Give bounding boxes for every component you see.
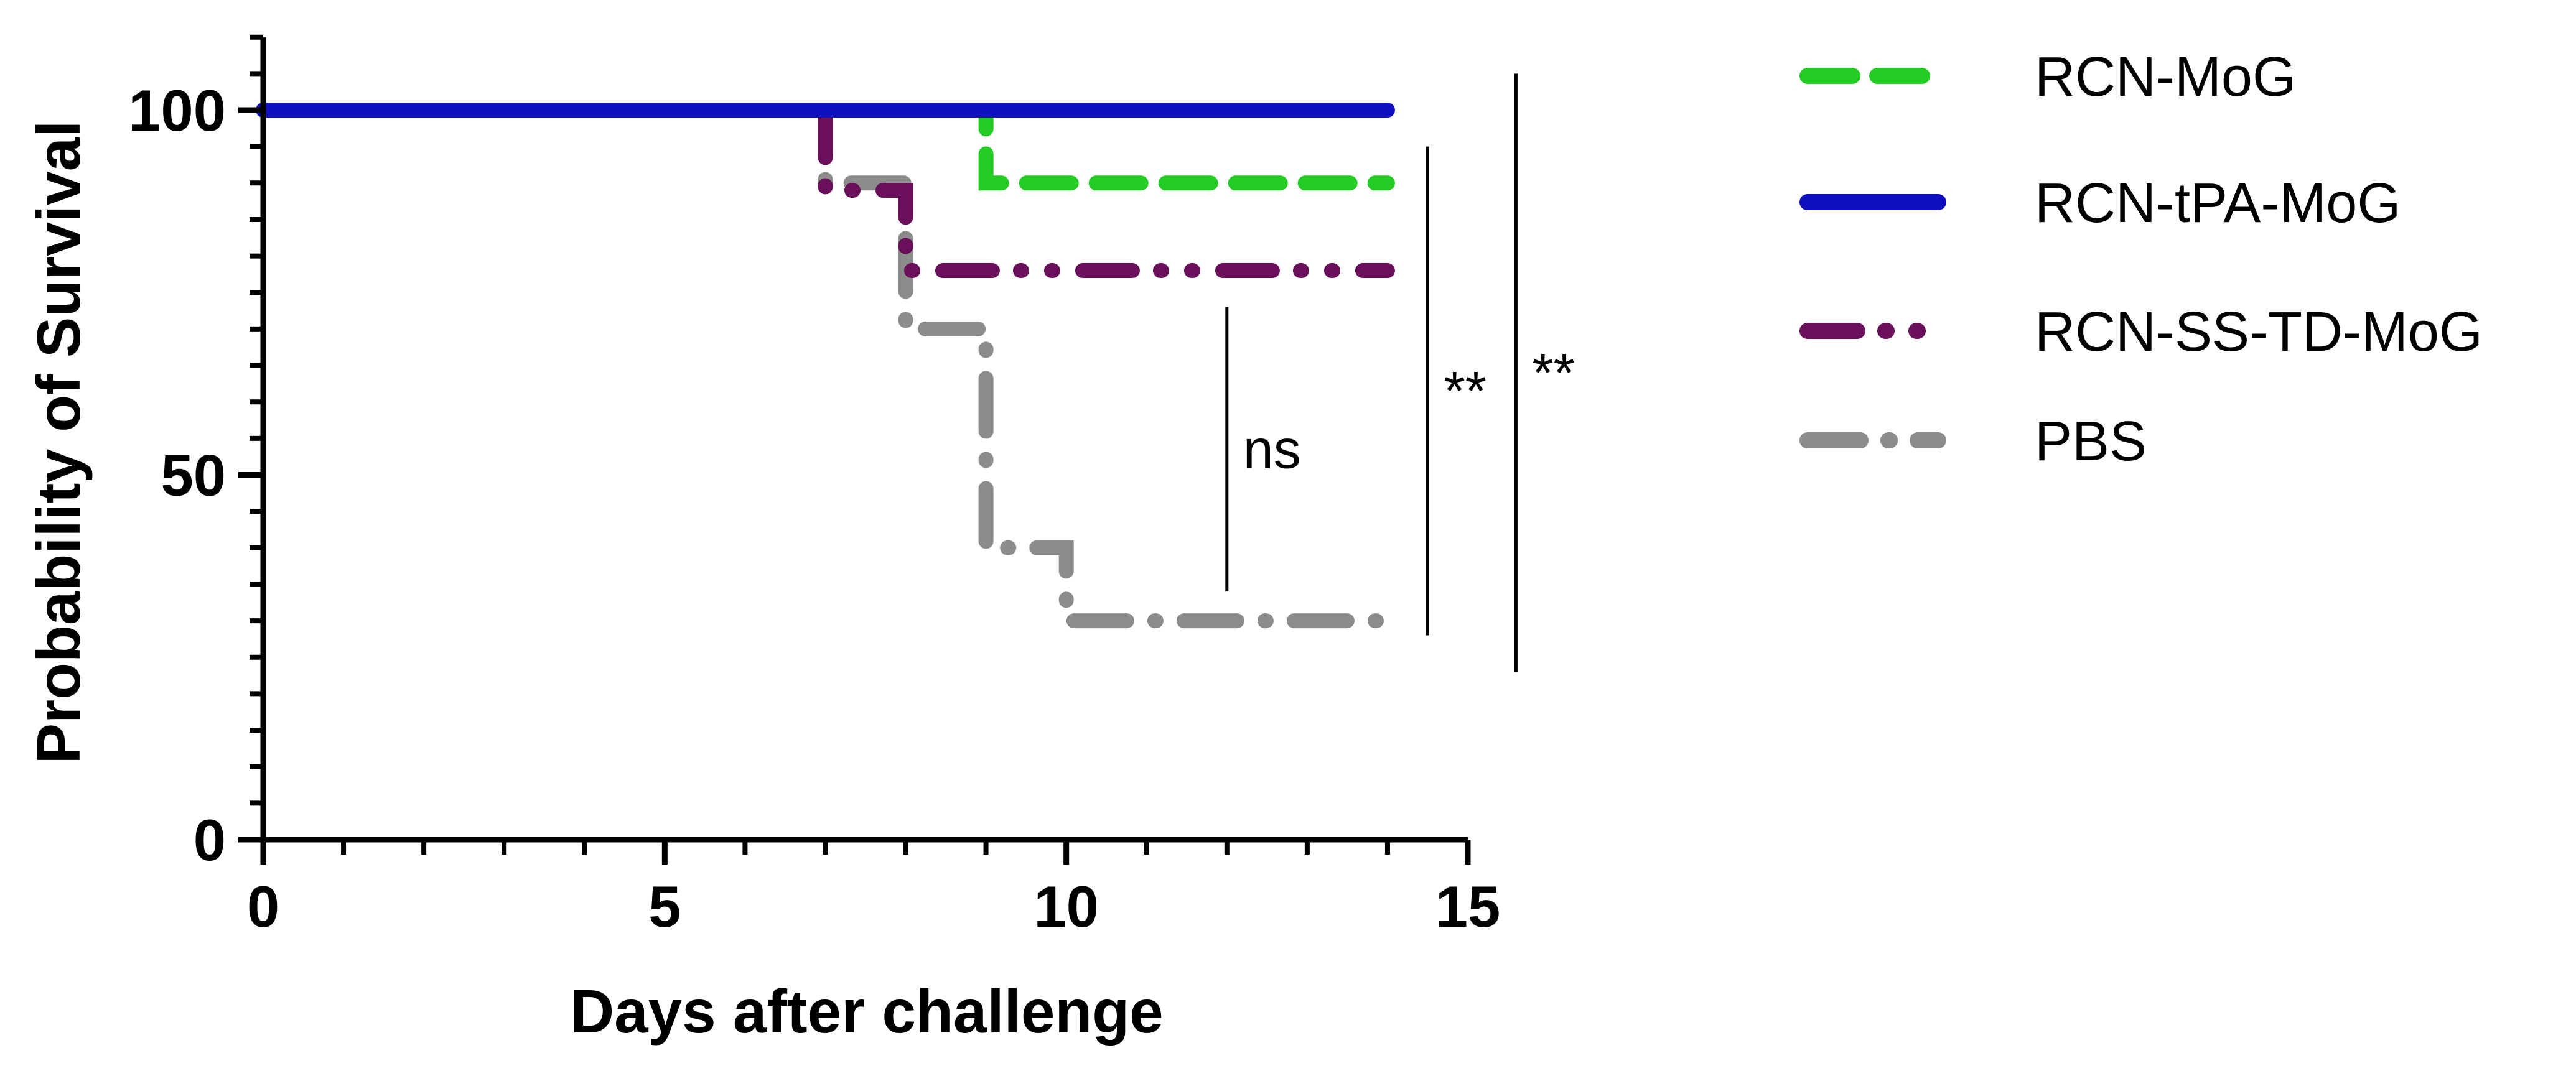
- annotation-layer: ns ** **: [1225, 73, 1575, 672]
- x-tick-label: 15: [1435, 874, 1501, 939]
- x-tick-label: 10: [1034, 874, 1099, 939]
- significance-label: ns: [1243, 418, 1301, 480]
- significance-label: **: [1532, 341, 1575, 403]
- y-tick-label: 100: [128, 78, 226, 143]
- y-axis-title: Probability of Survival: [24, 121, 93, 764]
- legend: RCN-MoG RCN-tPA-MoG RCN-SS-TD-MoG PBS: [1799, 46, 2483, 473]
- y-tick-label: 50: [161, 443, 226, 508]
- y-tick-label: 0: [194, 807, 226, 873]
- axes-layer: 0 50 100 0 5 10 15: [128, 34, 1501, 939]
- x-axis-title: Days after challenge: [570, 977, 1163, 1046]
- legend-label: RCN-SS-TD-MoG: [2035, 301, 2483, 363]
- legend-label: PBS: [2035, 410, 2147, 473]
- series-line-rcn-ss-td-mog: [256, 103, 1395, 279]
- significance-label: **: [1444, 360, 1486, 422]
- x-tick-label: 0: [247, 874, 279, 939]
- legend-label: RCN-MoG: [2035, 46, 2296, 108]
- x-tick-label: 5: [648, 874, 681, 939]
- legend-label: RCN-tPA-MoG: [2035, 172, 2401, 234]
- series-layer: [256, 103, 1395, 629]
